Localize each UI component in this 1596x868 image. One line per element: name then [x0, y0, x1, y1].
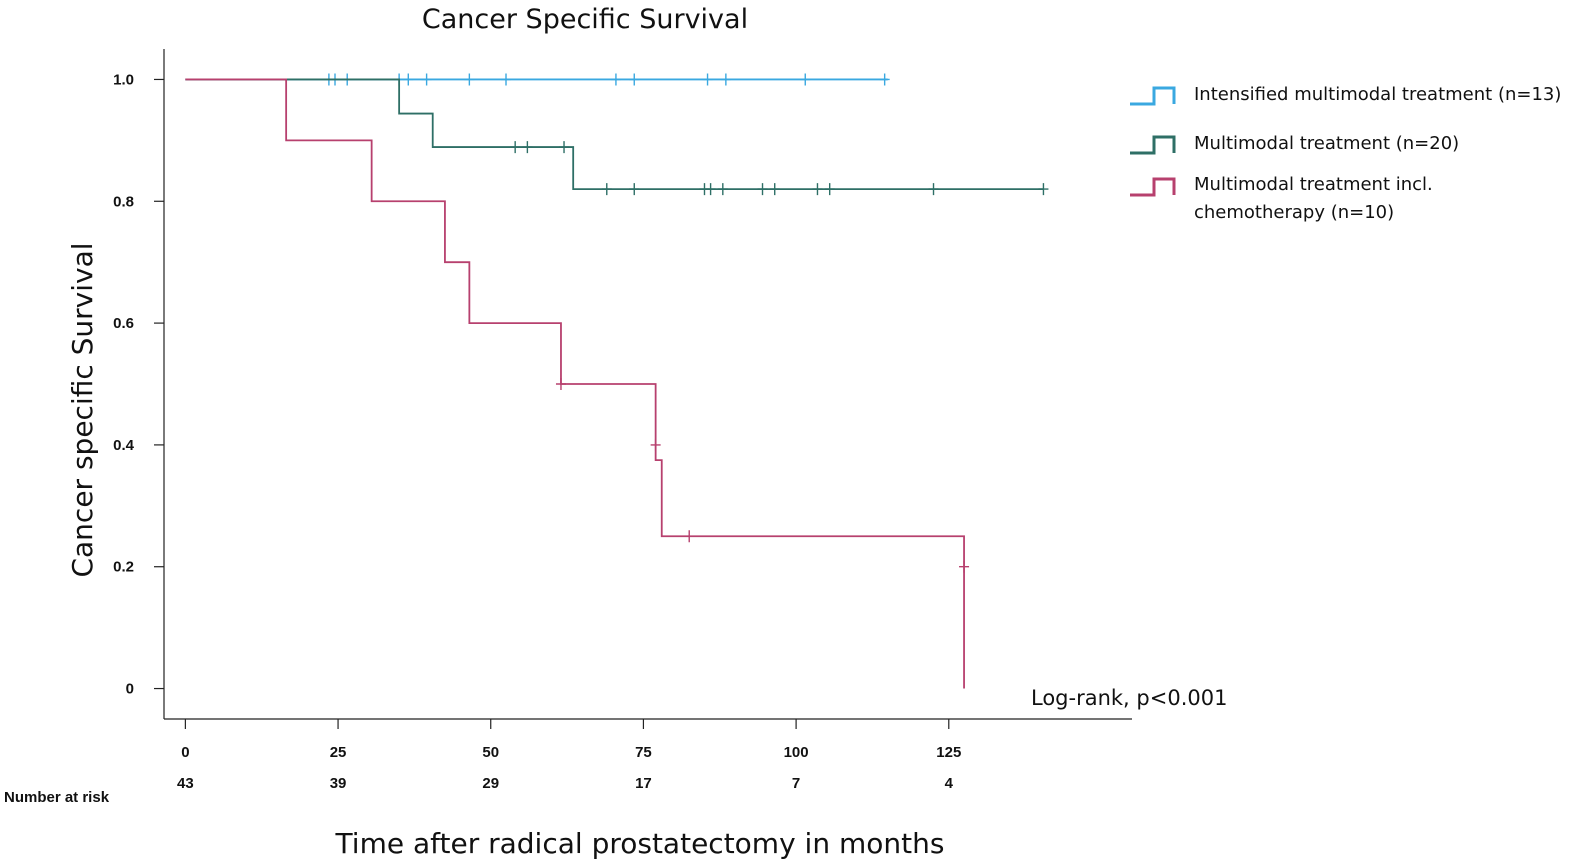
- legend-label: Multimodal treatment incl.: [1194, 174, 1433, 195]
- legend-label: Intensified multimodal treatment (n=13): [1194, 84, 1561, 105]
- legend-item-1: Intensified multimodal treatment (n=13): [1130, 84, 1561, 106]
- y-tick-label: 0: [126, 681, 134, 698]
- censor-mark: [403, 73, 414, 86]
- censor-mark: [702, 73, 713, 86]
- survival-curve-line: [185, 78, 965, 689]
- x-axis-label: Time after radical prostatectomy in mont…: [335, 827, 945, 860]
- number-at-risk-value: 7: [792, 775, 800, 792]
- y-tick-label: 0.6: [113, 315, 134, 332]
- legend-item-2: Multimodal treatment (n=20): [1130, 133, 1459, 155]
- censor-mark: [720, 73, 731, 86]
- censor-mark: [959, 560, 970, 573]
- number-at-risk-value: 43: [177, 775, 194, 792]
- y-tick-label: 1.0: [113, 71, 134, 88]
- x-tick-label: 100: [784, 744, 809, 761]
- censor-mark: [510, 141, 521, 154]
- x-tick-label: 50: [482, 744, 499, 761]
- censor-mark: [559, 141, 570, 154]
- censor-mark: [610, 73, 621, 86]
- censor-mark: [555, 378, 566, 390]
- number-at-risk-label: Number at risk: [4, 789, 110, 806]
- censor-mark: [421, 73, 432, 86]
- censor-mark: [769, 183, 780, 196]
- legend-label: Multimodal treatment (n=20): [1194, 133, 1459, 154]
- x-tick-label: 0: [181, 744, 189, 761]
- legend-label: chemotherapy (n=10): [1194, 202, 1394, 223]
- censor-mark: [705, 183, 716, 196]
- series-3: [185, 78, 970, 689]
- censor-mark: [824, 183, 835, 196]
- number-at-risk-value: 17: [635, 775, 652, 792]
- censor-mark: [501, 73, 512, 86]
- number-at-risk-values: 43 39 29 17 7 4: [177, 775, 954, 792]
- y-tick-label: 0.8: [113, 193, 134, 210]
- number-at-risk-value: 29: [482, 775, 499, 792]
- y-tick-label: 0.4: [113, 437, 135, 454]
- censor-mark: [800, 73, 811, 86]
- legend-swatch: [1130, 86, 1176, 106]
- censor-mark: [650, 438, 661, 451]
- censor-mark: [629, 183, 640, 196]
- y-tick-label: 0.2: [113, 559, 134, 576]
- x-ticks: 0 25 50 75 100 125: [181, 719, 961, 761]
- chart-title: Cancer Specific Survival: [422, 4, 748, 35]
- logrank-annotation: Log-rank, p<0.001: [1031, 686, 1227, 710]
- censor-mark: [684, 530, 695, 543]
- y-ticks: 0 0.2 0.4 0.6 0.8 1.0: [113, 71, 164, 698]
- censor-mark: [812, 183, 823, 196]
- survival-curve-line: [185, 78, 1044, 190]
- censor-mark: [522, 141, 533, 154]
- censor-mark: [879, 73, 890, 86]
- legend-swatch: [1130, 177, 1176, 197]
- y-axis-label: Cancer specific Survival: [66, 242, 99, 577]
- legend-swatch: [1130, 135, 1176, 155]
- number-at-risk-value: 39: [330, 775, 347, 792]
- legend: Intensified multimodal treatment (n=13) M…: [1130, 84, 1561, 223]
- legend-item-3: Multimodal treatment incl. chemotherapy (…: [1130, 174, 1433, 223]
- censor-mark: [464, 73, 475, 86]
- survival-curves: [185, 73, 1049, 689]
- censor-mark: [717, 183, 728, 196]
- censor-mark: [757, 183, 768, 196]
- censor-mark: [928, 183, 939, 196]
- censor-mark: [601, 183, 612, 196]
- censor-mark: [629, 73, 640, 86]
- censor-mark: [1038, 183, 1049, 196]
- x-tick-label: 125: [936, 744, 961, 761]
- x-tick-label: 75: [635, 744, 652, 761]
- x-tick-label: 25: [330, 744, 347, 761]
- number-at-risk-value: 4: [945, 775, 954, 792]
- series-2: [185, 78, 1049, 196]
